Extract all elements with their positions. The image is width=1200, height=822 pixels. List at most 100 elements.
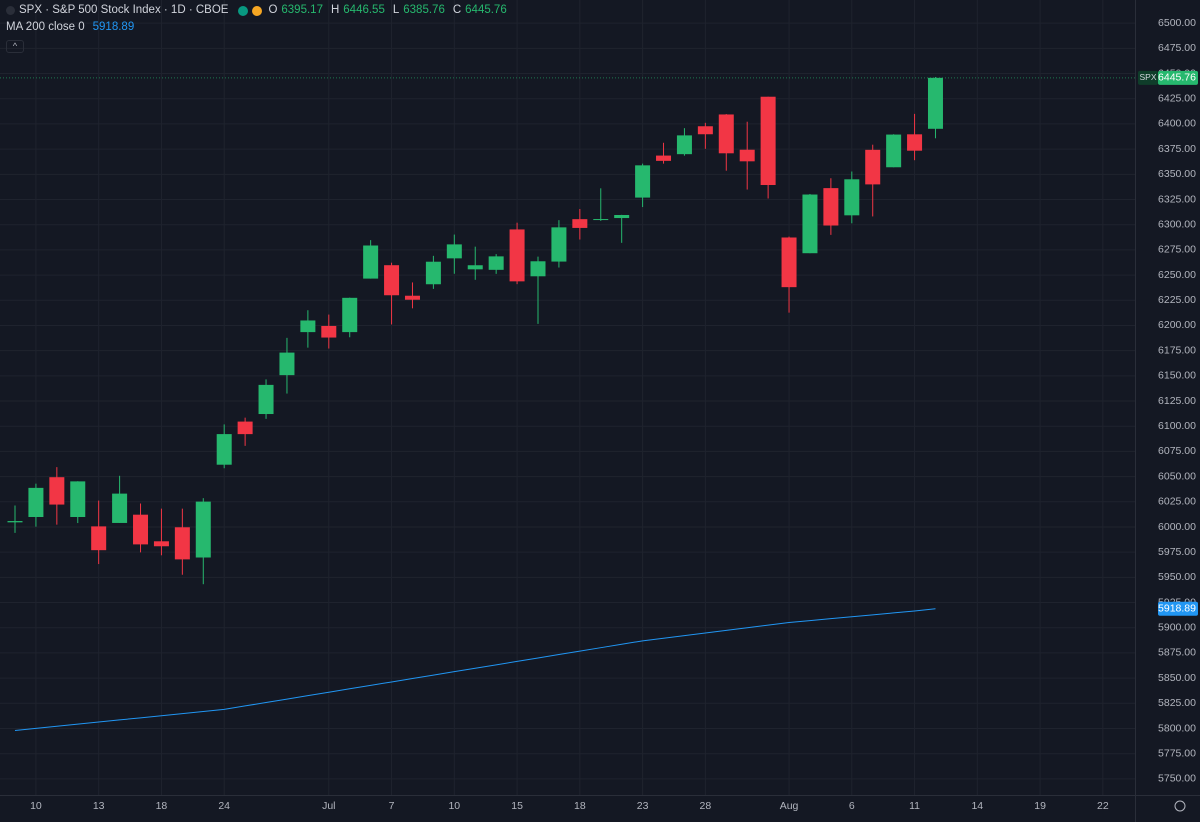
symbol-icon[interactable]	[6, 6, 15, 15]
ohlc-label: H	[330, 4, 340, 16]
candle-body	[509, 229, 525, 282]
y-tick-label: 6275.00	[1158, 244, 1196, 256]
x-tick-label: 18	[156, 800, 168, 812]
candle-body	[593, 219, 609, 221]
x-tick-label: 10	[448, 800, 460, 812]
candle-body	[153, 541, 169, 547]
candle-body	[656, 155, 672, 161]
x-tick-label: 11	[909, 800, 920, 812]
x-tick-label: 13	[93, 800, 105, 812]
candle-body	[216, 434, 232, 465]
candle-body	[258, 384, 274, 415]
price-badge	[1158, 70, 1198, 85]
candle-body	[886, 134, 902, 168]
candle-body	[112, 493, 128, 523]
plot-layer	[7, 77, 943, 732]
y-tick-label: 6000.00	[1158, 521, 1196, 533]
y-tick-label: 6100.00	[1158, 420, 1196, 432]
y-tick-label: 6150.00	[1158, 370, 1196, 382]
candle-body	[91, 526, 107, 551]
ohlc-label: L	[392, 4, 400, 16]
y-tick-label: 6175.00	[1158, 344, 1196, 356]
y-tick-label: 5850.00	[1158, 672, 1196, 684]
candle-body	[572, 219, 588, 228]
candle-body	[551, 227, 567, 262]
x-tick-label: 28	[700, 800, 712, 812]
candle-body	[7, 521, 23, 523]
ma-row: MA 200 close 0 5918.89	[6, 19, 511, 36]
y-tick-label: 6500.00	[1158, 17, 1196, 29]
ohlc-label: O	[268, 4, 278, 16]
candle-body	[865, 149, 881, 185]
ohlc-value: 6445.76	[465, 4, 507, 16]
x-tick-label: 22	[1097, 800, 1109, 812]
candle-body	[300, 320, 316, 333]
y-tick-label: 5975.00	[1158, 546, 1196, 558]
candle-body	[70, 481, 86, 518]
ohlc-label: C	[452, 4, 462, 16]
candle-body	[614, 215, 630, 219]
ohlc-value: 6446.55	[343, 4, 385, 16]
symbol-title: SPX · S&P 500 Stock Index · 1D · CBOE	[19, 4, 229, 16]
candle-body	[844, 179, 860, 216]
y-tick-label: 6250.00	[1158, 269, 1196, 281]
y-tick-label: 6425.00	[1158, 93, 1196, 105]
y-tick-label: 6025.00	[1158, 496, 1196, 508]
candle-body	[927, 77, 943, 129]
y-tick-label: 5800.00	[1158, 722, 1196, 734]
symbol-badge-label: SPX	[1139, 72, 1156, 82]
candle-body	[676, 135, 692, 155]
candle-body	[133, 514, 149, 545]
ma-badge-label: 5918.89	[1158, 602, 1196, 614]
y-tick-label: 5875.00	[1158, 647, 1196, 659]
y-tick-label: 6225.00	[1158, 294, 1196, 306]
x-tick-label: 14	[971, 800, 983, 812]
price-axis	[1135, 0, 1200, 822]
candle-body	[530, 261, 546, 277]
ohlc-value: 6395.17	[281, 4, 323, 16]
y-tick-label: 5775.00	[1158, 747, 1196, 759]
ohlc-value: 6385.76	[403, 4, 445, 16]
candle-body	[279, 352, 295, 376]
x-tick-label: 6	[849, 800, 855, 812]
market-status[interactable]	[238, 5, 249, 16]
y-tick-label: 6075.00	[1158, 445, 1196, 457]
candle-body	[781, 237, 797, 288]
candle-body	[195, 501, 211, 558]
market-icon[interactable]	[252, 5, 263, 16]
x-tick-label: 19	[1034, 800, 1046, 812]
ma-badge	[1158, 601, 1198, 616]
candle-body	[342, 297, 358, 333]
candle-body	[425, 261, 441, 285]
candle-body	[237, 421, 253, 435]
candle-body	[488, 256, 504, 270]
y-tick-label: 6350.00	[1158, 168, 1196, 180]
candle-body	[635, 165, 651, 198]
y-tick-label: 5950.00	[1158, 571, 1196, 583]
candle-body	[28, 487, 44, 518]
y-tick-label: 6050.00	[1158, 470, 1196, 482]
symbol-badge	[1138, 70, 1158, 85]
ma-value: 5918.89	[92, 21, 135, 33]
candle-body	[404, 295, 420, 300]
candle-body	[49, 477, 65, 505]
x-tick-label: 10	[30, 800, 42, 812]
candle-body	[697, 126, 713, 135]
candle-body	[363, 245, 379, 279]
ma-line	[14, 608, 936, 732]
candle-body	[467, 265, 483, 270]
y-tick-label: 5825.00	[1158, 697, 1196, 709]
y-tick-label: 5900.00	[1158, 622, 1196, 634]
y-tick-label: 6200.00	[1158, 319, 1196, 331]
x-tick-label: 24	[218, 800, 230, 812]
x-tick-label: 23	[637, 800, 649, 812]
candle-body	[174, 527, 190, 560]
candle-body	[739, 149, 755, 162]
settings-icon[interactable]	[1174, 800, 1186, 812]
collapse-button[interactable]: ^	[6, 40, 24, 53]
x-tick-label: 18	[574, 800, 586, 812]
